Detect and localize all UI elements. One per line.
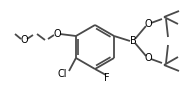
Text: O: O — [144, 53, 152, 63]
Text: F: F — [104, 73, 110, 83]
Text: B: B — [130, 36, 136, 46]
Text: O: O — [144, 19, 152, 29]
Text: O: O — [20, 35, 28, 45]
Text: Cl: Cl — [57, 69, 67, 79]
Text: O: O — [53, 29, 61, 39]
